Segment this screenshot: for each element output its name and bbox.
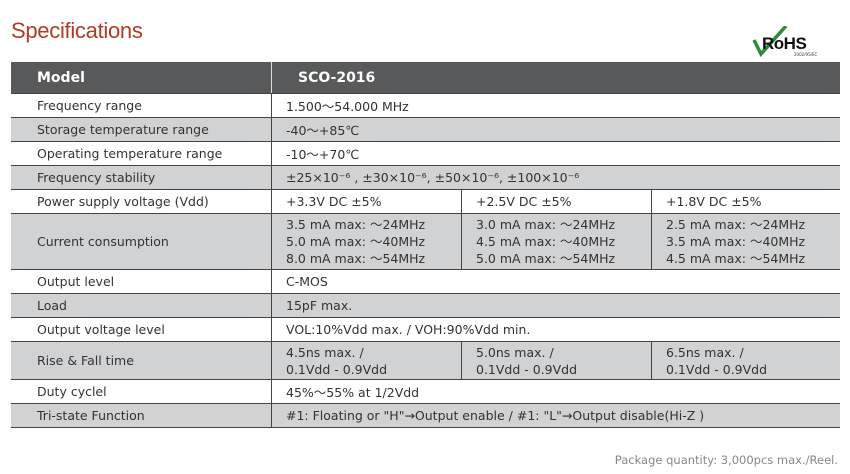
row-value: -40～+85℃ (271, 117, 840, 142)
row-value: C-MOS (271, 269, 840, 294)
package-quantity-note: Package quantity: 3,000pcs max./Reel. (614, 453, 838, 467)
row-label: Frequency range (11, 93, 272, 118)
spec-table: Model SCO-2016 Frequency range 1.500～54.0… (11, 62, 840, 428)
line: 6.5ns max. / (666, 344, 744, 360)
row-label: Output level (11, 269, 272, 294)
table-header: Model SCO-2016 (11, 62, 840, 94)
row-value: 4.5ns max. /0.1Vdd - 0.9Vdd (271, 341, 462, 380)
row-value: 3.5 mA max: ～24MHz 5.0 mA max: ～40MHz 8.0 … (271, 213, 462, 270)
table-row: Frequency range 1.500～54.000 MHz (11, 93, 840, 118)
row-value: -10～+70℃ (271, 141, 840, 166)
table-row: Rise & Fall time 4.5ns max. /0.1Vdd - 0.… (11, 341, 840, 380)
rohs-subtext: 2002/95/EC (794, 52, 818, 57)
row-label: Power supply voltage (Vdd) (11, 189, 272, 214)
row-value: VOL:10%Vdd max. / VOH:90%Vdd min. (271, 317, 840, 342)
checkmark-icon (752, 26, 788, 58)
row-value: 15pF max. (271, 293, 840, 318)
table-row: Current consumption 3.5 mA max: ～24MHz 5.… (11, 213, 840, 270)
row-label: Frequency stability (11, 165, 272, 190)
rohs-text: RoHS (762, 34, 807, 53)
line: 0.1Vdd - 0.9Vdd (666, 361, 768, 377)
table-row: Output level C-MOS (11, 269, 840, 294)
line: 3.5 mA max: ～24MHz (286, 217, 426, 232)
line: 3.5 mA max: ～40MHz (666, 234, 806, 249)
row-value: +3.3V DC ±5% (271, 189, 462, 214)
row-value: 2.5 mA max: ～24MHz 3.5 mA max: ～40MHz 4.5 … (651, 213, 840, 270)
row-value: +1.8V DC ±5% (651, 189, 840, 214)
row-label: Current consumption (11, 213, 272, 270)
line: 2.5 mA max: ～24MHz (666, 217, 806, 232)
header-label: Model (11, 62, 272, 94)
row-value: 3.0 mA max: ～24MHz 4.5 mA max: ～40MHz 5.0 … (461, 213, 652, 270)
table-row: Frequency stability ±25×10⁻⁶ , ±30×10⁻⁶, … (11, 165, 840, 190)
line: 5.0 mA max: ～40MHz (286, 234, 426, 249)
row-value: +2.5V DC ±5% (461, 189, 652, 214)
row-value: 5.0ns max. /0.1Vdd - 0.9Vdd (461, 341, 652, 380)
header-value: SCO-2016 (271, 62, 840, 94)
row-value: 1.500～54.000 MHz (271, 93, 840, 118)
line: 0.1Vdd - 0.9Vdd (476, 361, 578, 377)
table-row: Load 15pF max. (11, 293, 840, 318)
page-title: Specifications (11, 18, 143, 43)
row-value: #1: Floating or "H"→Output enable / #1: … (271, 403, 840, 428)
row-label: Tri-state Function (11, 403, 272, 428)
line: 4.5 mA max: ～40MHz (476, 234, 616, 249)
row-label: Load (11, 293, 272, 318)
table-row: Duty cyclel 45%～55% at 1/2Vdd (11, 379, 840, 404)
table-row: Storage temperature range -40～+85℃ (11, 117, 840, 142)
line: 4.5 mA max: ～54MHz (666, 251, 806, 266)
table-row: Power supply voltage (Vdd) +3.3V DC ±5% … (11, 189, 840, 214)
line: 3.0 mA max: ～24MHz (476, 217, 616, 232)
rohs-logo: RoHS 2002/95/EC (752, 26, 842, 58)
row-label: Rise & Fall time (11, 341, 272, 380)
table-row: Operating temperature range -10～+70℃ (11, 141, 840, 166)
line: 5.0 mA max: ～54MHz (476, 251, 616, 266)
line: 0.1Vdd - 0.9Vdd (286, 361, 388, 377)
line: 4.5ns max. / (286, 344, 364, 360)
row-label: Output voltage level (11, 317, 272, 342)
table-row: Output voltage level VOL:10%Vdd max. / VO… (11, 317, 840, 342)
row-label: Storage temperature range (11, 117, 272, 142)
table-row: Tri-state Function #1: Floating or "H"→Ou… (11, 403, 840, 428)
row-label: Duty cyclel (11, 379, 272, 404)
row-value: 45%～55% at 1/2Vdd (271, 379, 840, 404)
line: 5.0ns max. / (476, 344, 554, 360)
row-label: Operating temperature range (11, 141, 272, 166)
row-value: ±25×10⁻⁶ , ±30×10⁻⁶, ±50×10⁻⁶, ±100×10⁻⁶ (271, 165, 840, 190)
line: 8.0 mA max: ～54MHz (286, 251, 426, 266)
row-value: 6.5ns max. /0.1Vdd - 0.9Vdd (651, 341, 840, 380)
